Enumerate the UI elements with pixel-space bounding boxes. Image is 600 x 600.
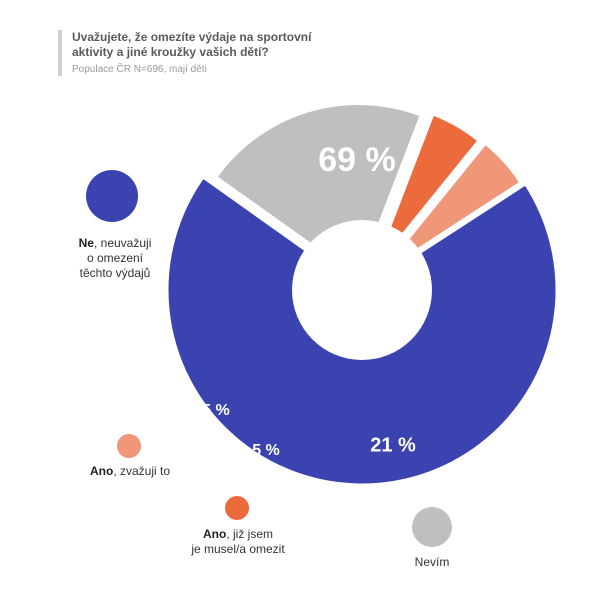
legend-label-ano-zvazuji: Ano, zvažuji to	[60, 464, 200, 479]
legend-marker-nevim	[412, 507, 452, 547]
legend-ano-musel-bold: Ano	[203, 527, 227, 541]
legend-nevim-text: Nevím	[414, 555, 450, 569]
chart-slices	[165, 102, 559, 487]
legend-label-nevim: Nevím	[392, 555, 472, 570]
slice-label-ne: 69 %	[318, 141, 396, 179]
slice-label-ano-musel: 5 %	[252, 442, 280, 459]
legend-ne-bold: Ne	[78, 236, 94, 250]
chart-title-line-2: aktivity a jiné kroužky vašich dětí?	[72, 45, 269, 59]
legend-ano-musel-text-1: , již jsem	[226, 527, 273, 541]
legend-label-ano-musel: Ano, již jsem je musel/a omezit	[178, 527, 298, 557]
slice-label-ano-zvazuji: 5 %	[202, 402, 230, 419]
legend-marker-ano-zvazuji	[117, 434, 141, 458]
slice-label-nevim: 21 %	[370, 434, 416, 456]
slice-ano-zvazuji	[377, 141, 523, 277]
chart-title-line-1: Uvažujete, že omezíte výdaje na sportovn…	[72, 30, 312, 44]
legend-ne-text-3: těchto výdajů	[79, 266, 151, 280]
legend-ne-text-2: o omezení	[86, 251, 144, 265]
donut-hole	[292, 220, 432, 360]
legend-ano-musel-text-2: je musel/a omezit	[191, 542, 285, 556]
chart-header: Uvažujete, že omezíte výdaje na sportovn…	[58, 30, 372, 76]
legend-ano-zvazuji-text: , zvažuji to	[113, 464, 171, 478]
legend-marker-ne	[86, 170, 138, 222]
legend-marker-ano-musel	[225, 496, 249, 520]
legend-ne-text-1: , neuvažuji	[93, 236, 152, 250]
chart-slice-labels: 69 % 21 % 5 % 5 %	[202, 141, 416, 459]
chart-title: Uvažujete, že omezíte výdaje na sportovn…	[72, 30, 372, 60]
legend-ano-zvazuji-bold: Ano	[89, 464, 114, 478]
chart-subtitle: Populace ČR N=696, mají děti	[72, 64, 207, 75]
legend-label-ne: Ne, neuvažuji o omezení těchto výdajů	[60, 236, 170, 281]
